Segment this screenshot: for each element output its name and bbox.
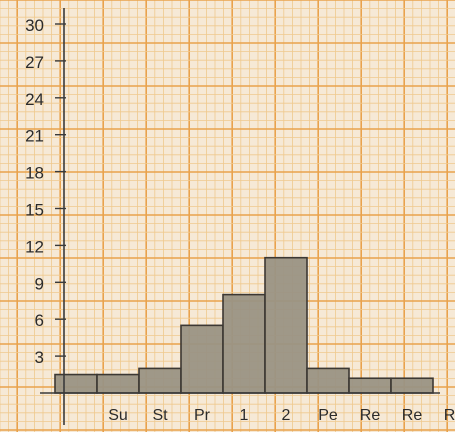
- bar: [390, 377, 434, 394]
- y-tick-label: 6: [35, 311, 44, 330]
- y-tick-label: 21: [25, 127, 44, 146]
- y-tick-label: 30: [25, 16, 44, 35]
- x-tick-labels: Su St Pr 1 2 Pe Re Re Re: [108, 407, 455, 424]
- y-tick-label: 3: [35, 348, 44, 367]
- x-tick-label: Pe: [318, 407, 338, 424]
- bar: [54, 373, 98, 394]
- x-tick-label: Re: [360, 407, 381, 424]
- y-tick-labels: 3 6 9 12 15 18 21 24 27 30: [25, 16, 44, 367]
- bar: [264, 256, 308, 394]
- x-tick-label: 1: [240, 407, 249, 424]
- bar: [96, 373, 140, 394]
- y-tick-label: 24: [25, 90, 44, 109]
- x-tick-label: St: [152, 407, 168, 424]
- bar: [306, 367, 350, 394]
- x-tick-label: Re: [444, 407, 455, 424]
- y-tick-label: 12: [25, 237, 44, 256]
- bar: [222, 293, 266, 394]
- x-tick-label: Pr: [194, 407, 211, 424]
- bar: [348, 377, 392, 394]
- y-tick-label: 18: [25, 164, 44, 183]
- y-tick-label: 27: [25, 53, 44, 72]
- bar: [138, 367, 182, 394]
- axes: [40, 8, 440, 425]
- x-tick-label: Su: [108, 407, 128, 424]
- y-tick-label: 9: [35, 274, 44, 293]
- x-tick-label: Re: [402, 407, 423, 424]
- y-tick-label: 15: [25, 201, 44, 220]
- x-tick-label: 2: [282, 407, 291, 424]
- bar: [180, 324, 224, 394]
